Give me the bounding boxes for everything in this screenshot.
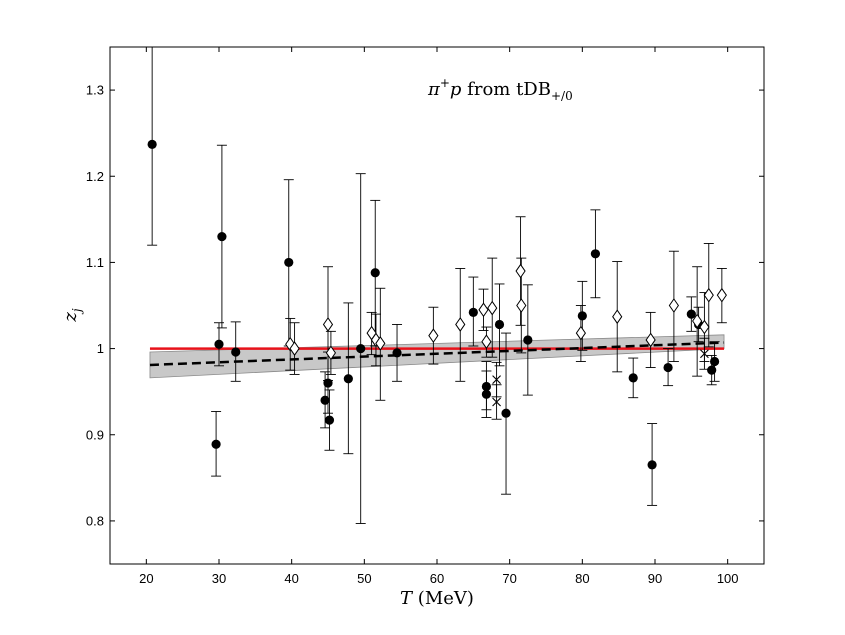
data-point-open-diamond: [692, 313, 703, 329]
data-point-filled-circle: [663, 362, 673, 373]
data-point-filled-circle: [214, 339, 224, 349]
annotation-from: from tDB: [467, 79, 551, 100]
x-axis-title-var: T: [400, 588, 414, 609]
data-point-filled-circle: [709, 356, 720, 367]
annotation-label: π+p from tDB+/0: [427, 76, 573, 103]
data-point-open-diamond: [575, 325, 586, 341]
plot-area: [110, 47, 764, 564]
data-point-open-diamond: [516, 298, 527, 313]
x-tick-label: 70: [502, 571, 516, 586]
data-point-filled-circle: [707, 365, 717, 375]
annotation-plus: +: [440, 76, 450, 90]
data-point-open-diamond: [481, 334, 492, 350]
data-point-filled-circle: [231, 347, 241, 357]
data-point-filled-circle: [647, 460, 657, 470]
data-point-filled-circle: [356, 343, 366, 354]
y-axis-title: zj: [60, 308, 84, 322]
data-point-open-diamond: [289, 341, 300, 356]
data-point-filled-circle: [501, 408, 511, 418]
cross-stroke-b: [700, 349, 709, 359]
data-point-open-diamond: [612, 309, 623, 325]
cross-stroke-b: [492, 397, 501, 407]
data-point-open-diamond: [487, 300, 498, 316]
data-point-open-diamond: [515, 263, 526, 279]
data-point-filled-circle: [343, 374, 353, 384]
data-point-open-diamond: [645, 332, 656, 348]
x-tick-label: 80: [575, 571, 589, 586]
x-tick-label: 20: [139, 571, 153, 586]
annotation-pi: π: [427, 79, 441, 100]
data-point-cross: [492, 375, 501, 384]
data-point-open-diamond: [716, 287, 727, 303]
data-point-filled-circle: [494, 319, 505, 330]
y-tick-label: 1.3: [86, 83, 104, 98]
data-point-open-diamond: [428, 328, 439, 344]
data-point-filled-circle: [686, 309, 696, 319]
data-point-filled-circle: [147, 139, 157, 149]
data-point-filled-circle: [324, 415, 335, 425]
annotation-sub: +/0: [551, 89, 573, 103]
data-point-filled-circle: [320, 395, 330, 405]
x-axis-title-unit: (MeV): [418, 588, 474, 609]
data-point-filled-circle: [523, 335, 533, 345]
x-tick-label: 30: [212, 571, 226, 586]
x-tick-label: 40: [284, 571, 298, 586]
data-point-open-diamond: [699, 319, 710, 335]
data-point-filled-circle: [577, 311, 587, 321]
x-tick-label: 100: [717, 571, 739, 586]
y-tick-label: 1.2: [86, 169, 104, 184]
data-point-open-diamond: [703, 287, 714, 303]
y-axis-title-sub: j: [70, 308, 84, 315]
data-point-filled-circle: [284, 257, 294, 268]
data-point-open-diamond: [668, 298, 680, 313]
fit-line: [149, 341, 725, 367]
x-axis-title: T (MeV): [400, 588, 474, 609]
cross-stroke-b: [492, 375, 501, 384]
y-tick-label: 0.9: [86, 427, 104, 442]
y-axis-title-var: z: [60, 312, 81, 323]
data-point-filled-circle: [590, 249, 601, 259]
y-tick-label: 1: [97, 341, 104, 356]
y-tick-label: 1.1: [86, 255, 104, 270]
data-point-filled-circle: [481, 381, 492, 392]
data-point-cross: [492, 397, 501, 407]
data-point-filled-circle: [211, 439, 221, 449]
y-tick-label: 0.8: [86, 513, 104, 528]
x-tick-label: 60: [430, 571, 444, 586]
data-point-open-diamond: [455, 317, 466, 332]
data-point-filled-circle: [392, 348, 402, 358]
data-point-filled-circle: [370, 268, 380, 278]
data-point-filled-circle: [628, 373, 638, 383]
x-tick-label: 90: [648, 571, 662, 586]
data-point-filled-circle: [481, 389, 492, 399]
data-point-filled-circle: [217, 231, 227, 242]
data-point-open-diamond: [375, 336, 386, 351]
annotation-p: p: [450, 79, 462, 100]
data-point-open-diamond: [478, 302, 489, 318]
data-point-cross: [700, 349, 709, 359]
x-tick-label: 50: [357, 571, 371, 586]
data-point-open-diamond: [322, 317, 334, 332]
data-point-open-diamond: [325, 345, 337, 361]
data-point-filled-circle: [468, 307, 478, 317]
data-point-filled-circle: [323, 378, 333, 388]
